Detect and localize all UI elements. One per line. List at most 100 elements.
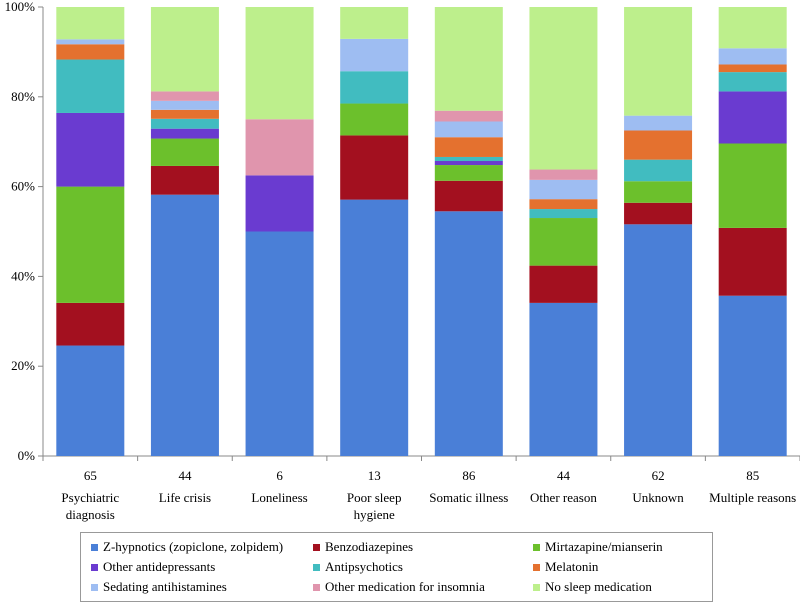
y-tick-label: 100%: [5, 0, 36, 14]
legend-label: No sleep medication: [545, 579, 652, 594]
bar-segment: [245, 231, 314, 456]
legend-swatch: [91, 583, 98, 591]
legend-item: Benzodiazepines: [313, 539, 413, 555]
category-count-label: 85: [746, 468, 759, 483]
legend-swatch: [91, 563, 98, 571]
bar-segment: [56, 345, 125, 456]
bar-segment: [529, 218, 598, 266]
bar-segment: [150, 138, 219, 166]
legend-item: Sedating antihistamines: [91, 579, 227, 595]
bar-segment: [340, 71, 409, 104]
chart-legend: Z-hypnotics (zopiclone, zolpidem) Benzodi…: [80, 532, 713, 602]
legend-item: No sleep medication: [533, 579, 652, 595]
bar-segment: [624, 224, 693, 456]
legend-label: Other antidepressants: [103, 559, 216, 574]
bar-segment: [624, 181, 693, 203]
legend-swatch: [313, 563, 320, 571]
category-label: Other reason: [530, 490, 597, 505]
bar-segment: [434, 137, 503, 157]
category-label: Psychiatric: [61, 490, 119, 505]
bar-segment: [340, 38, 409, 72]
bar-segment: [150, 100, 219, 110]
y-tick-label: 80%: [11, 89, 35, 104]
bar-segment: [56, 44, 125, 60]
bar-segment: [340, 199, 409, 456]
bar-segment: [56, 112, 125, 187]
bar-segment: [434, 7, 503, 111]
category-count-label: 62: [652, 468, 665, 483]
bar-segment: [434, 211, 503, 456]
bar-segment: [718, 7, 787, 49]
bar-segment: [718, 48, 787, 65]
bar-segment: [150, 194, 219, 456]
bar-segment: [529, 179, 598, 200]
bar-segment: [624, 159, 693, 182]
category-label: Multiple reasons: [709, 490, 796, 505]
category-label: hygiene: [354, 507, 395, 522]
legend-label: Other medication for insomnia: [325, 579, 485, 594]
chart-labels: 65 Psychiatric diagnosis 44 Life crisis 6 Lone…: [61, 468, 796, 522]
bar-segment: [529, 199, 598, 210]
category-count-label: 6: [276, 468, 283, 483]
legend-swatch: [313, 543, 320, 551]
legend-swatch: [533, 543, 540, 551]
legend-swatch: [533, 563, 540, 571]
bar-segment: [150, 118, 219, 129]
bar-segment: [245, 119, 314, 176]
chart-bars: [56, 7, 787, 456]
category-count-label: 65: [84, 468, 97, 483]
bar-segment: [56, 302, 125, 346]
y-tick-label: 60%: [11, 179, 35, 194]
category-label: diagnosis: [66, 507, 115, 522]
stacked-bar-chart: 0% 20% 40% 60% 80% 100% 65 Psychiatric diagnosi…: [5, 0, 800, 522]
legend-item: Melatonin: [533, 559, 598, 575]
legend-label: Sedating antihistamines: [103, 579, 227, 594]
bar-segment: [624, 115, 693, 131]
legend-label: Antipsychotics: [325, 559, 403, 574]
bar-segment: [150, 165, 219, 195]
legend-swatch: [533, 583, 540, 591]
bar-segment: [529, 169, 598, 180]
legend-item: Other antidepressants: [91, 559, 215, 575]
bar-segment: [434, 156, 503, 162]
category-label: Unknown: [632, 490, 684, 505]
y-tick-label: 40%: [11, 268, 35, 283]
bar-segment: [529, 209, 598, 219]
bar-segment: [245, 175, 314, 232]
bar-segment: [245, 7, 314, 120]
legend-item: Other medication for insomnia: [313, 579, 485, 595]
bar-segment: [434, 121, 503, 138]
legend-swatch: [313, 583, 320, 591]
legend-label: Mirtazapine/mianserin: [545, 539, 663, 554]
legend-item: Z-hypnotics (zopiclone, zolpidem): [91, 539, 283, 555]
category-label: Loneliness: [251, 490, 307, 505]
bar-segment: [529, 302, 598, 456]
category-label: Life crisis: [159, 490, 211, 505]
bar-segment: [56, 186, 125, 303]
bar-segment: [434, 110, 503, 122]
bar-segment: [340, 7, 409, 39]
bar-segment: [718, 64, 787, 73]
bar-segment: [718, 72, 787, 92]
bar-segment: [434, 165, 503, 181]
bar-segment: [56, 7, 125, 40]
legend-label: Benzodiazepines: [325, 539, 414, 554]
bar-segment: [56, 59, 125, 113]
bar-segment: [56, 39, 125, 45]
bar-segment: [624, 202, 693, 225]
category-label: Poor sleep: [347, 490, 402, 505]
bar-segment: [434, 180, 503, 212]
bar-segment: [718, 143, 787, 228]
bar-segment: [718, 227, 787, 296]
y-tick-label: 20%: [11, 358, 35, 373]
bar-segment: [718, 91, 787, 144]
category-count-label: 44: [557, 468, 571, 483]
bar-segment: [718, 295, 787, 456]
bar-segment: [340, 135, 409, 200]
bar-segment: [529, 265, 598, 303]
bar-segment: [340, 103, 409, 136]
legend-item: Antipsychotics: [313, 559, 403, 575]
legend-label: Z-hypnotics (zopiclone, zolpidem): [103, 539, 284, 554]
legend-item: Mirtazapine/mianserin: [533, 539, 663, 555]
category-count-label: 86: [462, 468, 476, 483]
